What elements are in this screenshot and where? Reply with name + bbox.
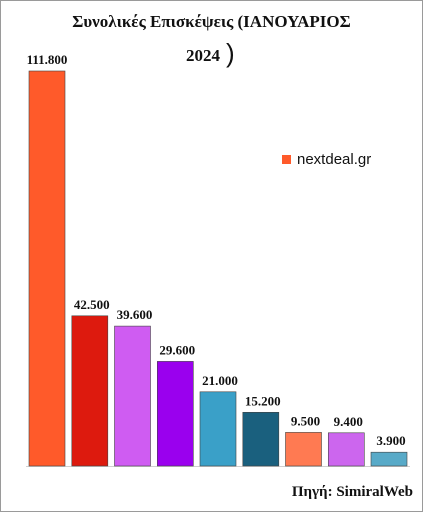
- data-label-6: 15.200: [245, 393, 281, 408]
- data-label-3: 39.600: [117, 307, 153, 322]
- legend-swatch: [282, 155, 291, 164]
- bar-5: [199, 391, 237, 467]
- bar-6: [242, 411, 280, 467]
- source-note: Πηγή: SimiralWeb: [291, 484, 413, 500]
- bar-1: [28, 70, 66, 467]
- chart-title-paren: ): [226, 38, 235, 68]
- data-label-9: 3.900: [376, 433, 405, 448]
- data-label-7: 9.500: [291, 413, 320, 428]
- data-label-5: 21.000: [202, 373, 238, 388]
- data-label-8: 9.400: [334, 414, 363, 429]
- chart-title: Συνολικές Επισκέψεις (ΙΑΝΟΥΑΡΙΟΣ: [72, 12, 351, 31]
- bar-8: [327, 432, 365, 467]
- data-label-1: 111.800: [27, 52, 68, 67]
- bar-9: [370, 451, 408, 467]
- data-label-2: 42.500: [74, 297, 110, 312]
- bar-3: [114, 325, 151, 467]
- chart-title-year: 2024: [186, 46, 220, 65]
- legend-label: nextdeal.gr: [297, 151, 372, 168]
- bar-7: [285, 432, 322, 467]
- bar-4: [157, 361, 194, 467]
- data-label-4: 29.600: [159, 342, 195, 357]
- legend: nextdeal.gr: [282, 151, 371, 168]
- bar-2: [71, 315, 109, 467]
